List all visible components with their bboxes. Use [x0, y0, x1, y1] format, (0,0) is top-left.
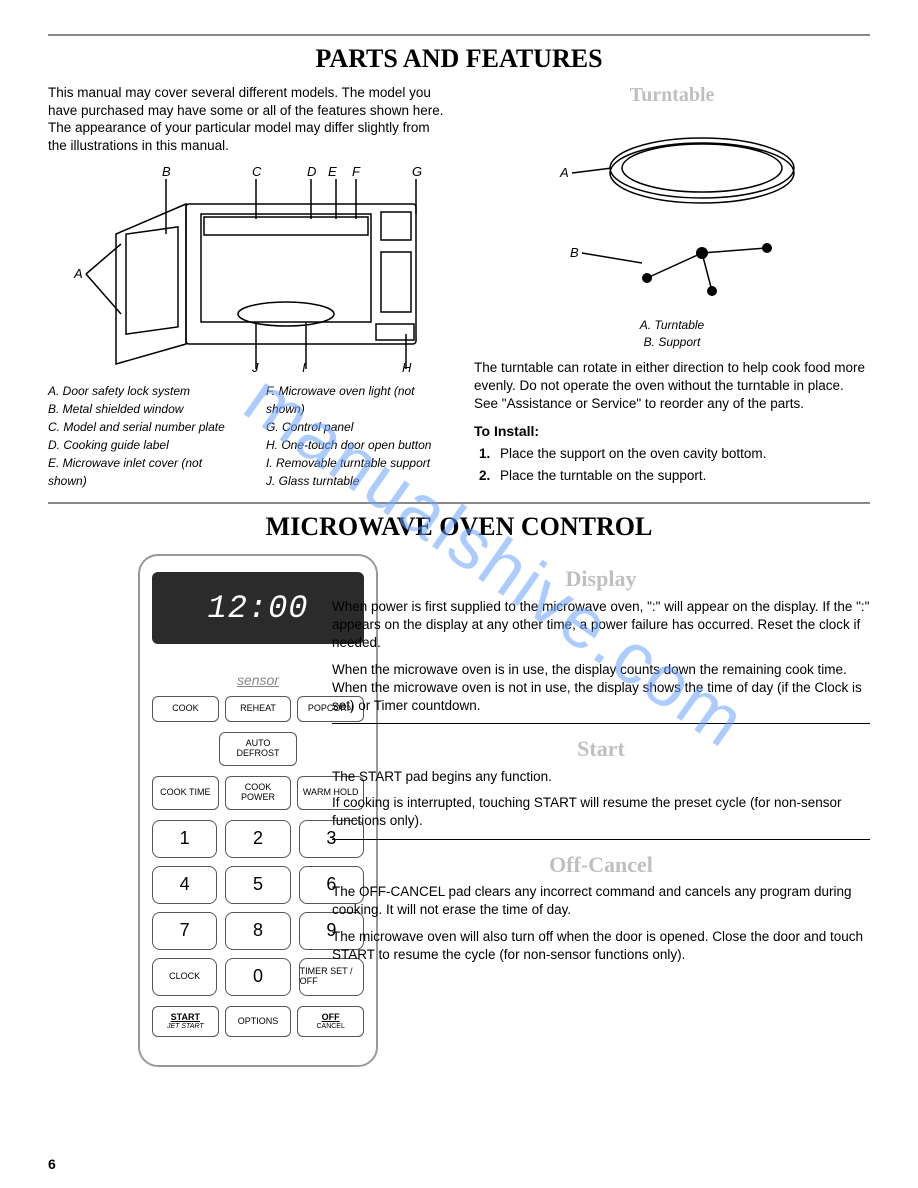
control-area: 12:00 sensor COOK REHEAT POPCORN AUTO DE… [48, 554, 870, 1067]
svg-text:H: H [402, 360, 412, 374]
parts-left-column: This manual may cover several different … [48, 84, 444, 490]
legend-left: A. Door safety lock system B. Metal shie… [48, 382, 226, 490]
install-step: Place the turntable on the support. [494, 465, 870, 487]
intro-text: This manual may cover several different … [48, 84, 444, 154]
mid-rule [48, 502, 870, 504]
top-rule [48, 34, 870, 36]
key-8[interactable]: 8 [225, 912, 290, 950]
parts-features-columns: This manual may cover several different … [48, 84, 870, 490]
options-button[interactable]: OPTIONS [225, 1006, 292, 1038]
legend-item: A. Door safety lock system [48, 382, 226, 400]
start-p2: If cooking is interrupted, touching STAR… [332, 794, 870, 830]
legend-item: I. Removable turntable support [266, 454, 444, 472]
divider [332, 839, 870, 840]
install-list: Place the support on the oven cavity bot… [474, 443, 870, 486]
cook-power-button[interactable]: COOK POWER [225, 776, 292, 810]
turntable-column: Turntable A B A. Turntable B. Support [474, 84, 870, 490]
divider [332, 723, 870, 724]
start-heading: Start [332, 734, 870, 764]
svg-text:J: J [251, 360, 259, 374]
display-p1: When power is first supplied to the micr… [332, 598, 870, 653]
caption-b: B. Support [474, 334, 870, 351]
display-p2: When the microwave oven is in use, the d… [332, 661, 870, 716]
key-1[interactable]: 1 [152, 820, 217, 858]
legend-item: B. Metal shielded window [48, 400, 226, 418]
start-main: START [171, 1013, 200, 1023]
reheat-button[interactable]: REHEAT [225, 696, 292, 722]
legend-item: C. Model and serial number plate [48, 418, 226, 436]
key-0[interactable]: 0 [225, 958, 290, 996]
start-sub: JET START [167, 1023, 204, 1031]
install-heading: To Install: [474, 423, 870, 439]
control-panel-wrap: 12:00 sensor COOK REHEAT POPCORN AUTO DE… [48, 554, 308, 1067]
svg-text:F: F [352, 164, 361, 179]
legend-item: J. Glass turntable [266, 472, 444, 490]
turntable-body: The turntable can rotate in either direc… [474, 359, 870, 414]
caption-a: A. Turntable [474, 317, 870, 334]
key-7[interactable]: 7 [152, 912, 217, 950]
install-step: Place the support on the oven cavity bot… [494, 443, 870, 465]
microwave-diagram: B C D E F G A J I H [56, 164, 436, 374]
svg-text:B: B [162, 164, 171, 179]
legend-item: G. Control panel [266, 418, 444, 436]
svg-text:G: G [412, 164, 422, 179]
off-cancel-p1: The OFF-CANCEL pad clears any incorrect … [332, 883, 870, 919]
svg-text:D: D [307, 164, 316, 179]
turntable-diagram: A B [552, 113, 792, 313]
svg-text:C: C [252, 164, 262, 179]
lcd-time: 12:00 [207, 590, 308, 627]
display-heading: Display [332, 564, 870, 594]
turntable-caption: A. Turntable B. Support [474, 317, 870, 351]
key-5[interactable]: 5 [225, 866, 290, 904]
turntable-heading: Turntable [474, 84, 870, 107]
key-2[interactable]: 2 [225, 820, 290, 858]
parts-legend: A. Door safety lock system B. Metal shie… [48, 382, 444, 490]
off-cancel-heading: Off-Cancel [332, 850, 870, 880]
legend-right: F. Microwave oven light (not shown) G. C… [266, 382, 444, 490]
control-title: MICROWAVE OVEN CONTROL [48, 512, 870, 542]
legend-item: H. One-touch door open button [266, 436, 444, 454]
svg-text:A: A [559, 165, 569, 180]
auto-defrost-button[interactable]: AUTO DEFROST [219, 732, 297, 766]
svg-text:E: E [328, 164, 337, 179]
svg-text:I: I [302, 360, 306, 374]
start-p1: The START pad begins any function. [332, 768, 870, 786]
parts-features-title: PARTS AND FEATURES [48, 44, 870, 74]
control-descriptions: Display When power is first supplied to … [332, 554, 870, 1067]
off-cancel-p2: The microwave oven will also turn off wh… [332, 928, 870, 964]
legend-item: E. Microwave inlet cover (not shown) [48, 454, 226, 490]
cook-time-button[interactable]: COOK TIME [152, 776, 219, 810]
page-number: 6 [48, 1156, 56, 1172]
svg-text:B: B [570, 245, 579, 260]
start-button[interactable]: START JET START [152, 1006, 219, 1038]
clock-button[interactable]: CLOCK [152, 958, 217, 996]
legend-item: F. Microwave oven light (not shown) [266, 382, 444, 418]
svg-text:A: A [73, 266, 83, 281]
legend-item: D. Cooking guide label [48, 436, 226, 454]
cook-button[interactable]: COOK [152, 696, 219, 722]
key-4[interactable]: 4 [152, 866, 217, 904]
